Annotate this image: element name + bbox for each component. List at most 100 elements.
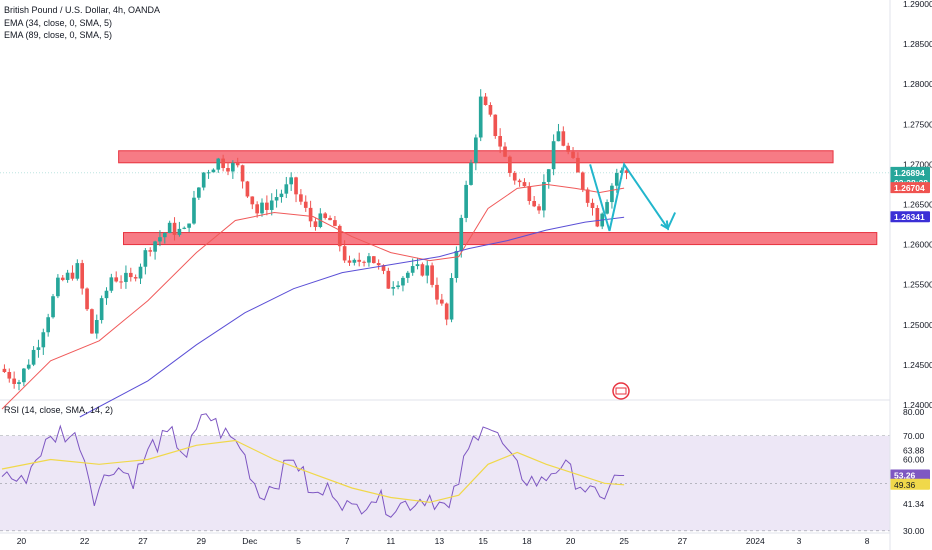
candle[interactable] — [104, 290, 109, 299]
candle[interactable] — [503, 146, 507, 157]
candle[interactable] — [245, 181, 250, 197]
candle[interactable] — [299, 194, 303, 202]
candle[interactable] — [551, 141, 556, 170]
candle[interactable] — [226, 168, 230, 172]
candle[interactable] — [294, 177, 298, 195]
candle[interactable] — [498, 136, 502, 147]
candle[interactable] — [347, 260, 352, 263]
candle[interactable] — [459, 217, 464, 251]
candle[interactable] — [415, 264, 420, 267]
candle[interactable] — [138, 266, 143, 279]
candle[interactable] — [561, 131, 566, 146]
candle[interactable] — [371, 256, 376, 264]
candle[interactable] — [308, 207, 313, 222]
candle[interactable] — [376, 263, 381, 266]
candle[interactable] — [231, 162, 235, 172]
candle[interactable] — [508, 156, 512, 173]
candle[interactable] — [440, 299, 444, 304]
candle[interactable] — [449, 278, 454, 320]
candle[interactable] — [177, 228, 182, 235]
candle[interactable] — [143, 250, 148, 267]
candle[interactable] — [410, 266, 415, 273]
candle[interactable] — [614, 172, 619, 186]
candle[interactable] — [51, 296, 55, 318]
candle[interactable] — [46, 317, 50, 333]
candle[interactable] — [580, 172, 585, 190]
candle[interactable] — [279, 193, 284, 198]
candle[interactable] — [488, 105, 493, 115]
candle[interactable] — [381, 265, 386, 271]
candle[interactable] — [250, 196, 255, 205]
candle[interactable] — [128, 272, 133, 278]
candle[interactable] — [546, 169, 551, 182]
candle[interactable] — [269, 200, 274, 210]
candle[interactable] — [26, 364, 31, 369]
candle[interactable] — [114, 277, 119, 282]
candle[interactable] — [201, 172, 206, 188]
candle[interactable] — [153, 241, 157, 252]
candle[interactable] — [522, 182, 527, 187]
candle[interactable] — [396, 285, 400, 288]
candle[interactable] — [289, 177, 293, 185]
candle[interactable] — [7, 372, 12, 379]
candle[interactable] — [405, 272, 410, 278]
candle[interactable] — [420, 264, 425, 276]
candle[interactable] — [56, 277, 60, 297]
candle[interactable] — [109, 277, 114, 291]
candle[interactable] — [313, 221, 318, 227]
candle[interactable] — [284, 184, 289, 194]
candle[interactable] — [517, 180, 522, 183]
candle[interactable] — [80, 263, 85, 289]
candle[interactable] — [265, 202, 269, 210]
candle[interactable] — [240, 165, 245, 182]
candle[interactable] — [2, 368, 7, 373]
candle[interactable] — [464, 184, 468, 218]
candle[interactable] — [556, 131, 561, 142]
candle[interactable] — [328, 217, 332, 221]
candle[interactable] — [12, 378, 16, 384]
candle[interactable] — [571, 151, 575, 158]
candle[interactable] — [255, 204, 259, 214]
candle[interactable] — [75, 263, 80, 279]
candle[interactable] — [187, 223, 191, 228]
candle[interactable] — [221, 158, 225, 169]
candle[interactable] — [483, 96, 488, 106]
candle[interactable] — [474, 137, 478, 163]
candle[interactable] — [386, 270, 391, 289]
candle[interactable] — [17, 382, 21, 384]
candle[interactable] — [148, 250, 153, 252]
candle[interactable] — [435, 284, 439, 300]
event-icon[interactable] — [612, 382, 630, 400]
candle[interactable] — [41, 332, 46, 348]
candle[interactable] — [235, 162, 240, 166]
candle[interactable] — [182, 227, 187, 229]
candle[interactable] — [192, 197, 196, 224]
candle[interactable] — [566, 145, 571, 152]
candle[interactable] — [60, 277, 65, 280]
candle[interactable] — [512, 172, 517, 181]
candle[interactable] — [216, 158, 221, 170]
candle[interactable] — [22, 368, 26, 383]
candle[interactable] — [357, 259, 362, 262]
candle[interactable] — [624, 170, 629, 173]
candle[interactable] — [260, 202, 264, 214]
support-zone[interactable] — [123, 232, 878, 246]
candle[interactable] — [172, 222, 177, 235]
candle[interactable] — [352, 259, 357, 263]
candle[interactable] — [70, 272, 75, 279]
candle[interactable] — [391, 287, 396, 289]
candle[interactable] — [362, 261, 366, 263]
candle[interactable] — [94, 320, 99, 334]
candle[interactable] — [211, 169, 216, 173]
candle[interactable] — [493, 114, 498, 137]
candle[interactable] — [90, 309, 94, 334]
candle[interactable] — [367, 256, 371, 263]
candle[interactable] — [605, 202, 609, 214]
candle[interactable] — [430, 265, 434, 285]
candle[interactable] — [85, 288, 89, 310]
candle[interactable] — [133, 277, 138, 279]
candle[interactable] — [333, 220, 337, 226]
candle[interactable] — [162, 232, 167, 238]
candle[interactable] — [585, 189, 590, 203]
